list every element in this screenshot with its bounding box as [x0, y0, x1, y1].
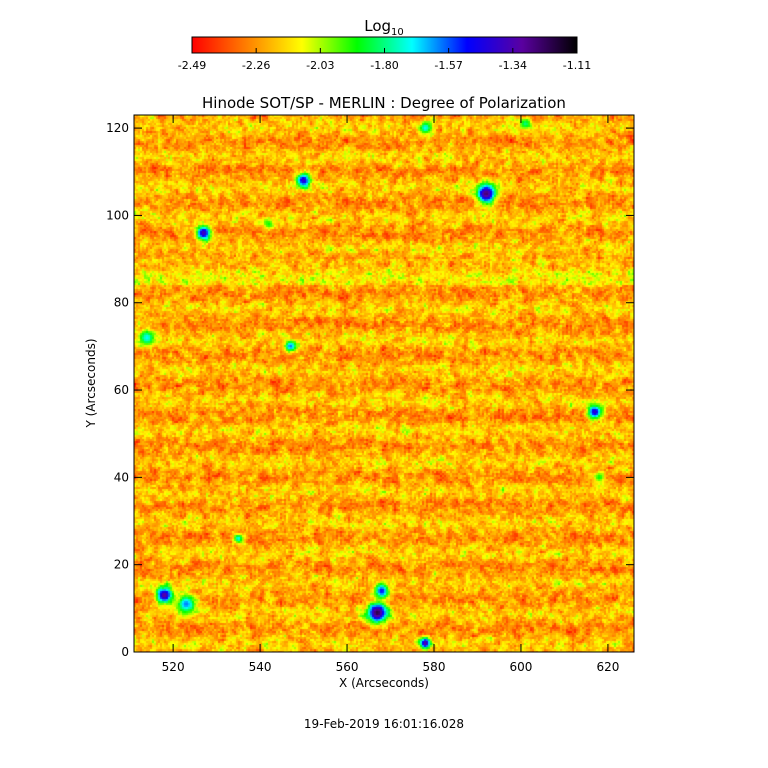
y-tick-label: 80 [114, 296, 129, 310]
y-tick-label: 120 [106, 121, 129, 135]
y-tick-label: 60 [114, 383, 129, 397]
colorbar-tick-label: -2.03 [306, 59, 334, 72]
colorbar-tick-label: -1.11 [563, 59, 591, 72]
heatmap-image [134, 115, 634, 652]
colorbar: Log10 -2.49 -2.26 -2.03 -1.80 -1.57 -1.34 -1.1… [178, 17, 591, 72]
colorbar-tick-label: -1.34 [499, 59, 527, 72]
colorbar-tick-label: -2.49 [178, 59, 206, 72]
colorbar-tick-label: -1.80 [370, 59, 398, 72]
colorbar-label: Log10 [364, 17, 404, 38]
colorbar-gradient [192, 37, 577, 53]
y-tick-label: 0 [121, 645, 129, 659]
y-tick-label: 100 [106, 208, 129, 222]
x-axis: 520 540 560 580 600 620 [162, 115, 619, 674]
y-axis: 0 20 40 60 80 100 120 [106, 121, 634, 659]
x-tick-label: 560 [336, 660, 359, 674]
x-tick-label: 620 [596, 660, 619, 674]
colorbar-tick-label: -1.57 [434, 59, 462, 72]
timestamp: 19-Feb-2019 16:01:16.028 [304, 717, 464, 731]
y-axis-label: Y (Arcseconds) [84, 338, 98, 428]
plot-frame [133, 114, 635, 653]
y-tick-label: 40 [114, 470, 129, 484]
x-tick-label: 600 [510, 660, 533, 674]
y-tick-label: 20 [114, 558, 129, 572]
x-tick-label: 540 [249, 660, 272, 674]
x-axis-label: X (Arcseconds) [339, 676, 429, 690]
colorbar-tick-label: -2.26 [242, 59, 270, 72]
x-tick-label: 520 [162, 660, 185, 674]
plot-area [133, 114, 635, 653]
x-tick-label: 580 [423, 660, 446, 674]
chart-title: Hinode SOT/SP - MERLIN : Degree of Polar… [202, 94, 566, 112]
